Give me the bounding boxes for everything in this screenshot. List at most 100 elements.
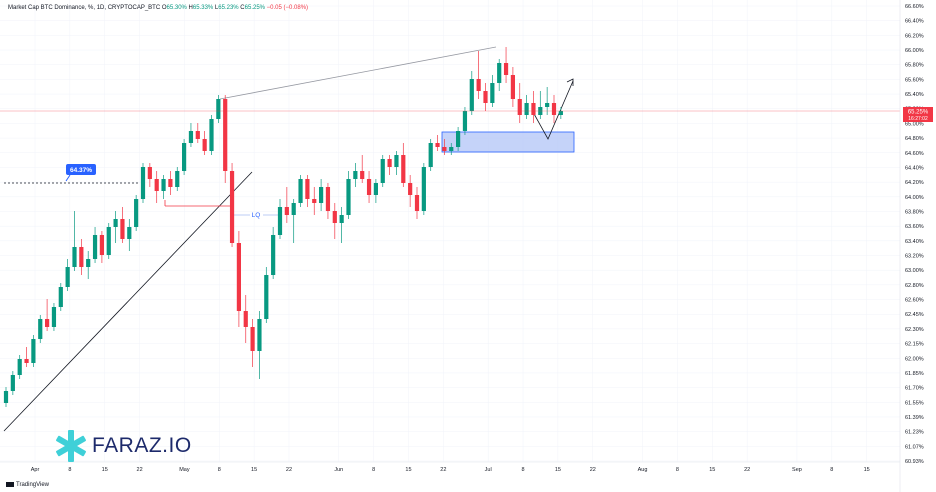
candle[interactable]	[435, 135, 440, 151]
candle[interactable]	[24, 347, 29, 367]
candle[interactable]	[421, 163, 426, 215]
candle[interactable]	[332, 203, 337, 239]
candles-layer[interactable]	[3, 47, 563, 407]
resistance-trendline[interactable]	[219, 46, 497, 100]
candle[interactable]	[147, 163, 152, 187]
level-callout-box[interactable]	[66, 164, 96, 175]
candle[interactable]	[79, 239, 84, 275]
candle[interactable]	[209, 115, 214, 155]
candle[interactable]	[277, 199, 283, 239]
candle[interactable]	[3, 387, 9, 407]
candle[interactable]	[428, 139, 433, 171]
candle[interactable]	[373, 179, 378, 203]
candle[interactable]	[538, 91, 543, 119]
candle[interactable]	[236, 231, 241, 327]
candle[interactable]	[195, 123, 200, 143]
chart-drawings[interactable]	[3, 46, 575, 432]
candle[interactable]	[257, 311, 262, 379]
candle[interactable]	[325, 183, 331, 219]
candle[interactable]	[456, 127, 461, 151]
candle[interactable]	[291, 199, 296, 243]
candle[interactable]	[531, 91, 536, 123]
candle[interactable]	[45, 299, 50, 331]
candle[interactable]	[127, 219, 132, 251]
candle[interactable]	[483, 83, 488, 111]
candle[interactable]	[510, 67, 515, 107]
candle[interactable]	[58, 283, 63, 311]
candle[interactable]	[346, 171, 351, 219]
candle[interactable]	[305, 175, 310, 207]
candle[interactable]	[449, 143, 454, 155]
candle[interactable]	[10, 371, 15, 395]
candle[interactable]	[106, 223, 111, 259]
price-axis-label: 65.60%	[905, 77, 924, 83]
candle[interactable]	[92, 227, 98, 263]
candle[interactable]	[140, 163, 146, 203]
time-axis-label: Sep	[792, 467, 802, 473]
candle[interactable]	[99, 231, 104, 263]
candle[interactable]	[65, 259, 70, 291]
candle[interactable]	[243, 295, 248, 343]
candle[interactable]	[503, 47, 509, 83]
projection-path[interactable]	[532, 80, 574, 140]
candle[interactable]	[38, 315, 43, 343]
candle[interactable]	[72, 211, 77, 271]
candle[interactable]	[175, 167, 180, 191]
candle[interactable]	[490, 75, 495, 107]
candle[interactable]	[462, 107, 468, 135]
candle[interactable]	[401, 143, 406, 187]
candle[interactable]	[31, 335, 36, 367]
candle[interactable]	[188, 123, 194, 147]
candle[interactable]	[229, 163, 235, 247]
candle[interactable]	[250, 319, 255, 367]
candle[interactable]	[86, 251, 91, 279]
time-axis[interactable]: Apr 8 15 22 May 8 15 22 Jun 8 15 22 Jul 8 15 22 Aug 8 15 22…	[31, 467, 870, 473]
candle[interactable]	[414, 187, 420, 219]
candle[interactable]	[366, 171, 372, 203]
candle[interactable]	[387, 155, 392, 175]
candle[interactable]	[223, 95, 228, 183]
candle[interactable]	[442, 139, 447, 155]
tradingview-watermark[interactable]: TradingView	[6, 482, 49, 488]
candle[interactable]	[551, 95, 557, 123]
candle[interactable]	[497, 59, 502, 91]
candle[interactable]	[380, 155, 385, 187]
candle[interactable]	[360, 155, 365, 183]
candle[interactable]	[517, 83, 522, 123]
candle[interactable]	[17, 355, 22, 379]
candle[interactable]	[394, 151, 399, 175]
candle[interactable]	[353, 163, 358, 187]
candle[interactable]	[476, 51, 481, 99]
candle[interactable]	[524, 95, 529, 119]
candle[interactable]	[339, 207, 344, 243]
candle[interactable]	[51, 303, 57, 331]
candle-body	[134, 199, 139, 227]
candle[interactable]	[154, 171, 159, 203]
candle[interactable]	[298, 175, 303, 207]
candle[interactable]	[182, 139, 187, 175]
candle[interactable]	[558, 107, 563, 119]
candle[interactable]	[284, 187, 289, 223]
candle[interactable]	[216, 95, 221, 123]
candle[interactable]	[202, 131, 207, 155]
time-axis-label: Jun	[334, 467, 343, 473]
price-axis[interactable]: 66.60% 66.40% 66.20% 66.00% 65.80% 65.60% 65.4…	[905, 4, 924, 465]
candle[interactable]	[271, 227, 276, 279]
price-axis-label: 64.20%	[905, 180, 924, 186]
candle[interactable]	[319, 179, 324, 211]
candle[interactable]	[545, 87, 550, 115]
demand-zone-box[interactable]	[441, 131, 575, 153]
candle[interactable]	[264, 267, 269, 323]
support-trendline[interactable]	[3, 171, 253, 432]
ohlc-open-label: O	[161, 5, 167, 11]
candle[interactable]	[113, 211, 118, 243]
candle[interactable]	[120, 207, 125, 243]
candle[interactable]	[168, 171, 173, 195]
candle[interactable]	[161, 175, 166, 199]
candle[interactable]	[312, 187, 317, 215]
candle[interactable]	[408, 175, 413, 207]
price-axis-label: 62.80%	[905, 283, 924, 289]
candle[interactable]	[134, 195, 139, 231]
candle[interactable]	[469, 71, 474, 115]
